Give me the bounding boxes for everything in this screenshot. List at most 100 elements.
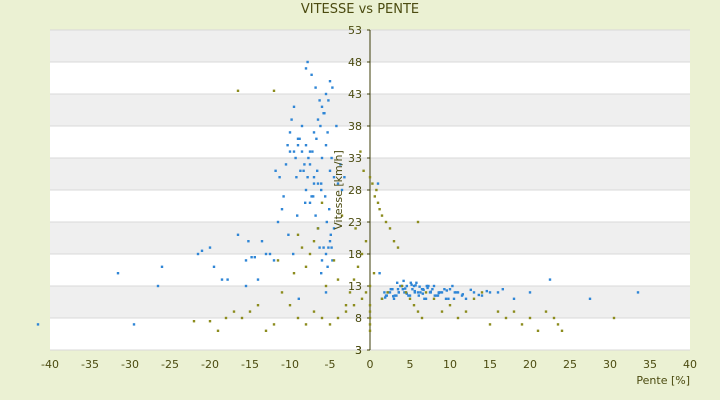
data-point (448, 304, 452, 307)
data-point (208, 246, 212, 249)
x-tick-label: 40 (683, 358, 697, 371)
data-point (250, 256, 253, 259)
data-point (308, 150, 312, 153)
data-point (256, 304, 260, 307)
data-point (248, 310, 252, 313)
data-point (400, 284, 404, 288)
data-point (612, 316, 616, 320)
data-point (464, 297, 468, 300)
data-point (407, 294, 410, 297)
data-point (424, 297, 428, 300)
data-point (312, 310, 316, 313)
data-point (395, 294, 398, 297)
y-tick-label: 18 (348, 248, 362, 261)
data-point (310, 195, 313, 198)
data-point (292, 272, 296, 275)
x-tick-label: 25 (563, 358, 577, 371)
data-point (364, 291, 368, 294)
data-point (384, 296, 387, 299)
data-point (397, 291, 400, 294)
tick-labels: -40 -35 -30 -25 -20 -15 -10 -5 0 5 10 15 20 25 30 35 40 3… (41, 24, 697, 371)
data-point (192, 320, 196, 323)
data-point (368, 316, 372, 320)
data-point (396, 246, 400, 249)
data-point (488, 291, 492, 294)
data-point (456, 291, 460, 294)
x-tick-label: -10 (281, 358, 299, 371)
data-point (501, 288, 504, 291)
data-point (282, 195, 285, 198)
data-point (322, 112, 325, 115)
data-point (326, 265, 329, 268)
data-point (405, 284, 408, 288)
y-tick-label: 3 (355, 344, 362, 357)
data-point (132, 323, 136, 326)
data-point (304, 188, 308, 192)
data-point (536, 329, 540, 332)
data-point (220, 278, 224, 281)
data-point (477, 293, 480, 297)
data-point (327, 246, 330, 249)
data-point (371, 182, 374, 185)
data-point (405, 292, 408, 295)
chart-title: VITESSE vs PENTE (300, 2, 420, 17)
y-axis-label: Vitesse [km/h] (332, 150, 345, 230)
data-point (419, 291, 422, 294)
data-point (339, 163, 342, 166)
data-point (386, 291, 389, 294)
data-point (455, 291, 458, 294)
data-point (320, 105, 324, 108)
data-point (316, 182, 320, 185)
data-point (296, 214, 299, 217)
data-point (299, 169, 302, 172)
data-point (380, 297, 384, 300)
data-point (324, 252, 328, 256)
data-point (318, 246, 321, 249)
data-point (36, 323, 40, 326)
data-point (296, 233, 300, 236)
y-tick-label: 48 (348, 56, 362, 69)
data-point (410, 283, 413, 286)
data-point (362, 169, 365, 172)
data-point (328, 80, 332, 83)
data-point (276, 220, 280, 224)
data-point (368, 329, 372, 332)
data-point (304, 323, 308, 326)
data-point (297, 297, 300, 300)
data-point (344, 304, 348, 307)
data-point (276, 259, 280, 262)
data-point (304, 67, 308, 70)
data-point (300, 246, 304, 249)
data-point (408, 297, 412, 300)
data-point (432, 284, 436, 288)
data-point (324, 195, 327, 198)
data-point (331, 259, 334, 262)
data-point (336, 316, 340, 320)
data-point (368, 304, 372, 307)
data-point (368, 310, 372, 313)
data-point (389, 288, 392, 291)
data-point (320, 201, 324, 204)
data-point (160, 265, 164, 268)
data-point (431, 288, 434, 291)
y-tick-label: 8 (355, 312, 362, 325)
data-point (307, 156, 310, 160)
data-point (360, 297, 364, 300)
data-point (336, 182, 340, 185)
data-point (444, 297, 448, 300)
data-point (272, 259, 276, 262)
data-point (116, 272, 120, 275)
data-point (288, 304, 292, 307)
data-point (352, 304, 356, 307)
data-point (429, 290, 432, 293)
data-point (439, 291, 442, 294)
data-point (296, 137, 300, 140)
data-point (384, 220, 388, 224)
data-point (408, 294, 412, 297)
y-tick-label: 38 (348, 120, 362, 133)
data-point (485, 289, 488, 293)
data-point (294, 156, 297, 160)
data-point (312, 131, 316, 134)
data-point (329, 233, 332, 236)
